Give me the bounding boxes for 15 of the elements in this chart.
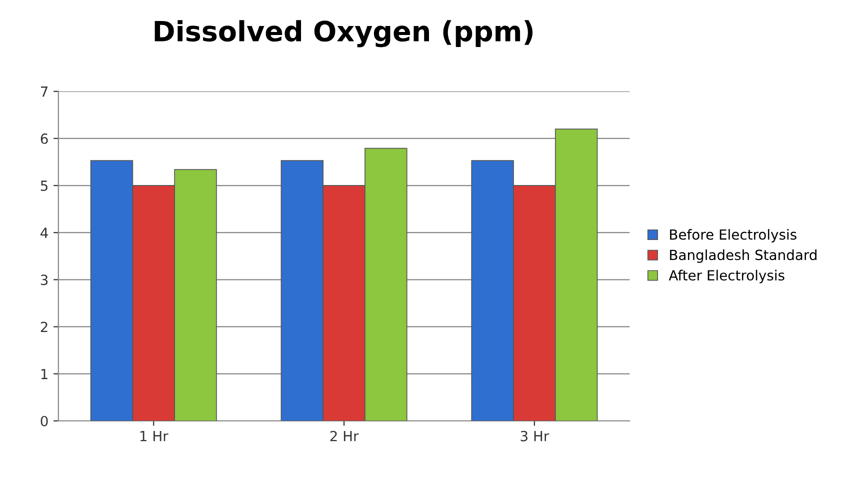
legend-label: Bangladesh Standard	[670, 249, 816, 263]
x-tick-label: 3 Hr	[520, 430, 550, 442]
y-tick-label: 0	[40, 416, 48, 426]
y-tick-label: 7	[40, 86, 48, 97]
y-tick-label: 2	[40, 322, 48, 332]
y-tick-label: 4	[40, 228, 48, 238]
y-tick-label: 6	[40, 133, 48, 144]
y-tick-label: 5	[40, 180, 48, 192]
x-tick-label: 1 Hr	[140, 431, 168, 442]
legend-label: After Electrolysis	[668, 270, 784, 284]
chart-title: Dissolved Oxygen (ppm)	[154, 20, 533, 48]
y-tick-label: 1	[41, 368, 48, 380]
legend-label: Before Electrolysis	[670, 229, 796, 242]
x-tick-label: 2 Hr	[330, 430, 359, 442]
y-tick-label: 3	[40, 274, 48, 286]
